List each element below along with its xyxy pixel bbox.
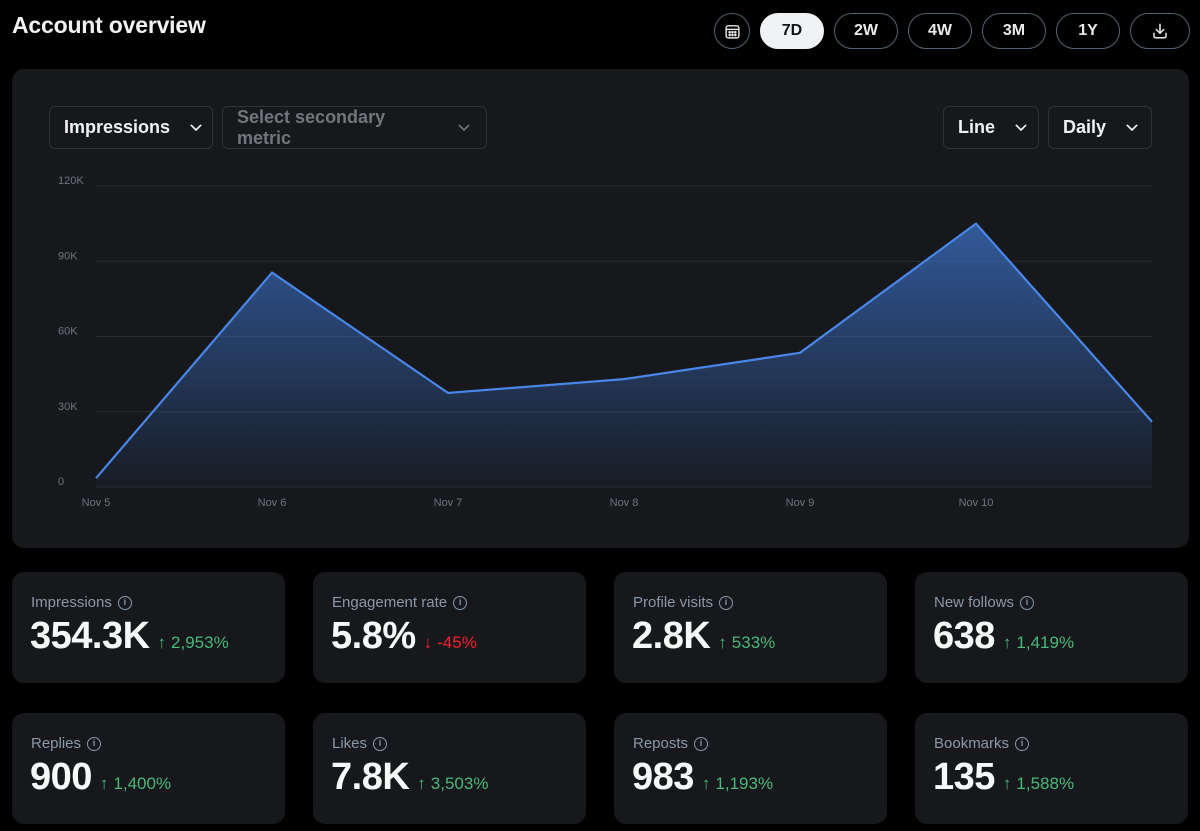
stat-card-bookmarks[interactable]: Bookmarks i 135 ↑ 1,588% <box>915 713 1188 824</box>
x-tick-label: Nov 7 <box>434 497 463 509</box>
interval-label: Daily <box>1063 117 1107 137</box>
page-title: Account overview <box>12 12 206 38</box>
range-button-2w[interactable]: 2W <box>834 13 898 49</box>
y-tick-label: 60K <box>58 326 78 338</box>
info-icon[interactable]: i <box>694 736 709 751</box>
stat-change: ↑ 1,588% <box>1002 774 1075 793</box>
info-icon[interactable]: i <box>1015 736 1030 751</box>
stat-value: 638 <box>933 615 995 657</box>
y-tick-label: 30K <box>58 401 78 413</box>
stat-change: ↑ 1,400% <box>99 774 172 793</box>
stat-card-reposts[interactable]: Reposts i 983 ↑ 1,193% <box>614 713 887 824</box>
arrow-up-icon: ↑ <box>701 774 711 793</box>
chevron-down-icon <box>458 124 470 131</box>
stat-change: ↓ -45% <box>423 633 477 652</box>
x-tick-label: Nov 5 <box>82 497 111 509</box>
stat-card-likes[interactable]: Likes i 7.8K ↑ 3,503% <box>313 713 586 824</box>
chart-panel: Impressions Select secondary metric Line… <box>12 69 1189 548</box>
arrow-up-icon: ↑ <box>1002 774 1012 793</box>
stat-change: ↑ 533% <box>718 633 776 652</box>
stat-card-new-follows[interactable]: New follows i 638 ↑ 1,419% <box>915 572 1188 683</box>
info-icon[interactable]: i <box>1020 595 1035 610</box>
arrow-up-icon: ↑ <box>157 633 167 652</box>
stat-value: 354.3K <box>30 615 150 657</box>
range-button-7d[interactable]: 7D <box>760 13 824 49</box>
stat-card-profile-visits[interactable]: Profile visits i 2.8K ↑ 533% <box>614 572 887 683</box>
primary-metric-label: Impressions <box>64 117 171 137</box>
info-icon[interactable]: i <box>453 595 468 610</box>
stat-value: 983 <box>632 756 694 798</box>
stat-label: Likes i <box>332 735 388 752</box>
stat-change: ↑ 1,193% <box>701 774 774 793</box>
stat-label: Replies i <box>31 735 102 752</box>
stat-value: 900 <box>30 756 92 798</box>
y-tick-label: 120K <box>58 175 84 187</box>
y-tick-label: 90K <box>58 250 78 262</box>
stat-label: Engagement rate i <box>332 594 468 611</box>
download-icon <box>1153 23 1167 39</box>
stat-label: Reposts i <box>633 735 709 752</box>
x-tick-label: Nov 6 <box>258 497 287 509</box>
chart-type-dropdown[interactable]: Line <box>943 106 1039 149</box>
stat-card-impressions[interactable]: Impressions i 354.3K ↑ 2,953% <box>12 572 285 683</box>
arrow-up-icon: ↑ <box>99 774 109 793</box>
stat-change: ↑ 3,503% <box>417 774 489 793</box>
primary-metric-dropdown[interactable]: Impressions <box>49 106 213 149</box>
stat-label: Profile visits i <box>633 594 734 611</box>
stat-value: 5.8% <box>331 615 416 657</box>
calendar-button[interactable] <box>714 13 750 49</box>
stat-value: 135 <box>933 756 995 798</box>
impressions-chart: 0 30K 60K 90K 120K Nov 5 Nov 6 Nov 7 Nov 8 Nov 9 N… <box>58 175 1153 509</box>
chart-type-label: Line <box>958 117 996 137</box>
info-icon[interactable]: i <box>719 595 734 610</box>
x-tick-label: Nov 10 <box>959 497 994 509</box>
arrow-up-icon: ↑ <box>1002 633 1012 652</box>
stat-label: New follows i <box>934 594 1035 611</box>
secondary-metric-placeholder: Select secondary metric <box>237 106 386 148</box>
y-tick-label: 0 <box>58 476 64 488</box>
secondary-metric-dropdown[interactable]: Select secondary metric <box>222 106 487 149</box>
stat-label: Bookmarks i <box>934 735 1030 752</box>
chevron-down-icon <box>1015 124 1027 131</box>
info-icon[interactable]: i <box>87 736 102 751</box>
date-range-toolbar: 7D 2W 4W 3M 1Y <box>714 13 1190 49</box>
range-button-3m[interactable]: 3M <box>982 13 1046 49</box>
x-tick-label: Nov 9 <box>786 497 815 509</box>
range-button-4w[interactable]: 4W <box>908 13 972 49</box>
stat-card-engagement-rate[interactable]: Engagement rate i 5.8% ↓ -45% <box>313 572 586 683</box>
stat-value: 2.8K <box>632 615 711 657</box>
arrow-down-icon: ↓ <box>423 633 433 652</box>
interval-dropdown[interactable]: Daily <box>1048 106 1152 149</box>
arrow-up-icon: ↑ <box>718 633 727 652</box>
download-button[interactable] <box>1130 13 1190 49</box>
range-button-1y[interactable]: 1Y <box>1056 13 1120 49</box>
series-area <box>96 223 1152 487</box>
arrow-up-icon: ↑ <box>417 774 426 793</box>
chevron-down-icon <box>190 124 202 131</box>
stat-label: Impressions i <box>31 594 132 611</box>
x-tick-label: Nov 8 <box>610 497 639 509</box>
info-icon[interactable]: i <box>117 595 132 610</box>
chevron-down-icon <box>1126 124 1138 131</box>
stat-change: ↑ 1,419% <box>1002 633 1075 652</box>
stat-change: ↑ 2,953% <box>157 633 229 652</box>
stat-card-replies[interactable]: Replies i 900 ↑ 1,400% <box>12 713 285 824</box>
calendar-icon <box>724 24 740 39</box>
info-icon[interactable]: i <box>373 736 388 751</box>
stat-value: 7.8K <box>331 756 410 798</box>
